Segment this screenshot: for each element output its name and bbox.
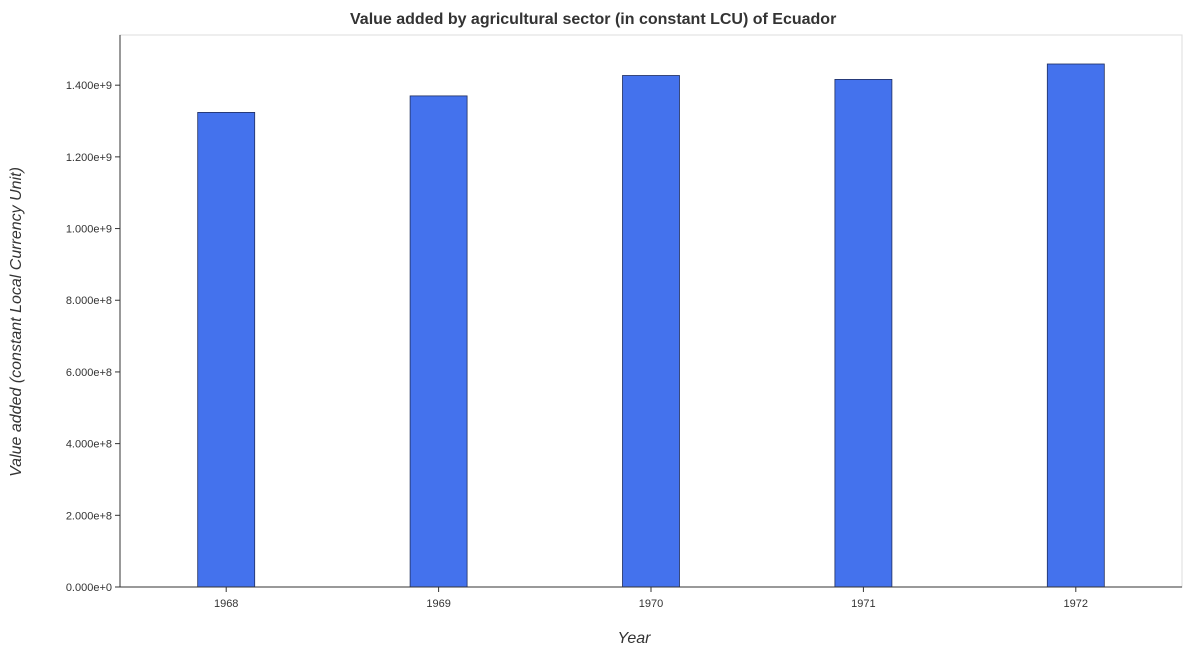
y-axis-label: Value added (constant Local Currency Uni… (8, 167, 25, 477)
y-axis: 0.000e+0 2.000e+8 4.000e+8 6.000e+8 8.000e+8… (66, 35, 121, 594)
y-tick-label: 1.200e+9 (66, 152, 112, 164)
y-tick-label: 0.000e+0 (66, 582, 112, 594)
x-tick-label: 1971 (851, 598, 875, 610)
x-tick-label: 1970 (639, 598, 663, 610)
x-axis: 1968 1969 1970 1971 1972 (120, 586, 1182, 610)
y-tick-label: 1.400e+9 (66, 80, 112, 92)
x-tick-label: 1969 (426, 598, 450, 610)
bar-1972 (1046, 63, 1105, 588)
x-tick-label: 1968 (214, 598, 238, 610)
chart-title: Value added by agricultural sector (in c… (350, 11, 836, 28)
bar-1970 (622, 75, 680, 588)
bar-1971 (834, 79, 893, 588)
x-tick-label: 1972 (1064, 598, 1088, 610)
y-tick-label: 8.000e+8 (66, 295, 112, 307)
bar-1968 (197, 112, 256, 588)
y-tick-label: 2.000e+8 (66, 510, 112, 522)
bar-1969 (409, 95, 468, 588)
y-tick-label: 6.000e+8 (66, 367, 112, 379)
x-axis-label: Year (618, 630, 652, 647)
y-tick-label: 4.000e+8 (66, 439, 112, 451)
y-tick-label: 1.000e+9 (66, 224, 112, 236)
bars-group (197, 63, 1105, 588)
